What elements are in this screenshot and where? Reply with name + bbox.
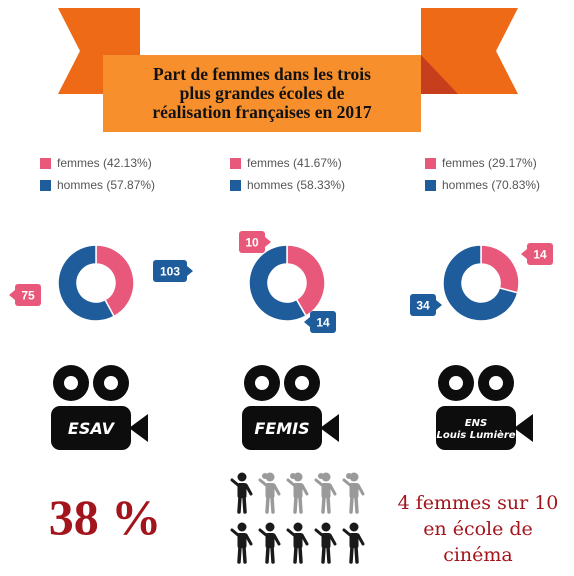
- title-banner: [58, 8, 518, 132]
- man-icon: [286, 522, 309, 564]
- school-name: ENS Louis Lumière: [436, 418, 515, 441]
- legend-item-femmes: femmes (29.17%): [425, 152, 540, 174]
- ribbon-right-fold: [421, 55, 458, 94]
- data-label-pointer: [265, 237, 271, 247]
- legend-label: hommes (58.33%): [247, 178, 346, 192]
- data-label-pointer: [304, 317, 310, 327]
- legend-femis: femmes (41.67%) hommes (58.33%): [230, 152, 345, 196]
- data-label: 75: [21, 289, 35, 303]
- summary-tagline: 4 femmes sur 10 en école de cinéma: [397, 492, 559, 566]
- data-label-pointer: [436, 300, 442, 310]
- donut-slice-femmes: [95, 244, 135, 318]
- donut-slice-hommes: [248, 244, 308, 322]
- man-icon: [258, 522, 281, 564]
- donut-2: 14 34: [410, 243, 553, 322]
- chart-title: Part de femmes dans les trois plus grand…: [152, 64, 372, 122]
- legend-label: femmes (42.13%): [57, 156, 152, 170]
- legend-label: femmes (41.67%): [247, 156, 342, 170]
- school-name: ESAV: [68, 419, 116, 438]
- data-label-box: [527, 243, 553, 265]
- legend-esav: femmes (42.13%) hommes (57.87%): [40, 152, 155, 196]
- data-label-pointer: [9, 290, 15, 300]
- donut-charts: 75 103 10 14 14 34: [9, 231, 553, 333]
- man-icon: [342, 522, 365, 564]
- data-label: 14: [533, 248, 547, 262]
- banner-box: [103, 55, 421, 132]
- legend-swatch: [425, 157, 436, 169]
- legend-swatch: [40, 157, 51, 169]
- data-label-box: [410, 294, 436, 316]
- data-label-box: [239, 231, 265, 253]
- woman-icon: [342, 472, 365, 514]
- woman-icon: [258, 472, 281, 514]
- data-label: 103: [160, 265, 180, 279]
- legend-label: hommes (70.83%): [442, 178, 541, 192]
- donut-0: 75 103: [9, 244, 193, 322]
- data-label-box: [153, 260, 187, 282]
- man-icon: [230, 522, 253, 564]
- data-label-pointer: [521, 249, 527, 259]
- legend-swatch: [230, 179, 241, 191]
- man-icon: [314, 522, 337, 564]
- legend-label: femmes (29.17%): [442, 156, 537, 170]
- woman-icon: [286, 472, 309, 514]
- data-label: 10: [245, 236, 259, 250]
- data-label: 14: [316, 316, 330, 330]
- donut-slice-hommes: [57, 244, 116, 322]
- legend-item-hommes: hommes (58.33%): [230, 174, 345, 196]
- camera-icon: ENS Louis Lumière: [436, 365, 533, 450]
- ribbon-right: [421, 8, 518, 94]
- legend-item-femmes: femmes (41.67%): [230, 152, 345, 174]
- camera-icon: ESAV: [51, 365, 148, 450]
- school-cameras: ESAV FEMIS ENS Louis Lumière: [51, 365, 533, 450]
- data-label: 34: [416, 299, 430, 313]
- legend-label: hommes (57.87%): [57, 178, 156, 192]
- donut-slice-hommes: [442, 244, 519, 322]
- data-label-box: [15, 284, 41, 306]
- man-icon: [230, 472, 253, 514]
- legend-swatch: [40, 179, 51, 191]
- legend-item-hommes: hommes (57.87%): [40, 174, 155, 196]
- school-name: FEMIS: [254, 419, 309, 438]
- women-percentage: 38 %: [48, 489, 162, 545]
- donut-1: 10 14: [239, 231, 336, 333]
- people-pictogram: [230, 472, 365, 564]
- camera-icon: FEMIS: [242, 365, 339, 450]
- legend-ens: femmes (29.17%) hommes (70.83%): [425, 152, 540, 196]
- donut-slice-femmes: [480, 244, 520, 294]
- legend-item-femmes: femmes (42.13%): [40, 152, 155, 174]
- legend-swatch: [230, 157, 241, 169]
- data-label-pointer: [187, 266, 193, 276]
- legend-item-hommes: hommes (70.83%): [425, 174, 540, 196]
- data-label-box: [310, 311, 336, 333]
- legend-swatch: [425, 179, 436, 191]
- woman-icon: [314, 472, 337, 514]
